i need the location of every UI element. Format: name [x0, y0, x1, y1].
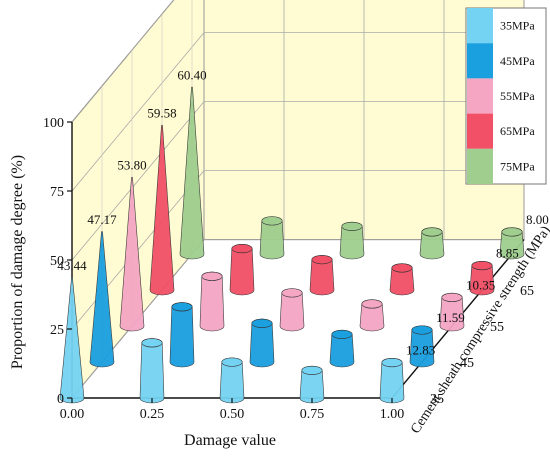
- cone: [179, 86, 205, 260]
- y-tick-label: 0: [57, 392, 64, 407]
- cone-top: [311, 255, 333, 265]
- data-label: 43.44: [57, 258, 87, 273]
- cone: [199, 271, 225, 332]
- x-tick-label: 0.50: [220, 407, 245, 422]
- cone-top: [201, 271, 223, 281]
- legend-label: 55MPa: [500, 89, 535, 103]
- cone-top: [421, 227, 443, 237]
- legend-label: 35MPa: [500, 19, 535, 33]
- legend-swatch: [467, 113, 493, 149]
- y-tick-label: 50: [50, 254, 64, 269]
- data-label: 11.59: [436, 310, 465, 325]
- cone-top: [221, 357, 243, 367]
- legend-label: 75MPa: [500, 159, 535, 173]
- back-walls: [71, 0, 525, 400]
- y-axis-title: Proportion of damage degree (%): [9, 155, 26, 369]
- cone: [149, 125, 175, 296]
- data-label: 8.00: [526, 212, 549, 227]
- grid-line-y: [71, 0, 175, 123]
- data-label: 59.58: [147, 106, 176, 121]
- series-45MPa: [89, 231, 435, 368]
- legend-swatch: [467, 78, 493, 114]
- y-tick-label: 100: [43, 116, 64, 131]
- legend-swatch: [467, 43, 493, 79]
- cone-top: [441, 292, 463, 302]
- cone-top: [331, 329, 353, 339]
- data-label: 8.85: [496, 246, 519, 261]
- cone-top: [231, 244, 253, 254]
- cone-top: [411, 325, 433, 335]
- cone-top: [361, 299, 383, 309]
- y-tick-label: 75: [50, 185, 64, 200]
- cone: [169, 302, 195, 368]
- cone-top: [381, 358, 403, 368]
- x-tick-label: 0.00: [60, 407, 85, 422]
- x-tick-label: 0.75: [300, 407, 325, 422]
- legend: 35MPa 45MPa 55MPa 65MPa 75MPa: [465, 7, 547, 185]
- cone: [119, 177, 145, 332]
- cone: [89, 231, 115, 368]
- legend-label: 45MPa: [500, 54, 535, 68]
- legend-label: 65MPa: [500, 124, 535, 138]
- cone-top: [251, 318, 273, 328]
- series-75MPa: [179, 86, 525, 260]
- x-tick-label: 1.00: [380, 407, 405, 422]
- cone-top: [301, 365, 323, 375]
- cone-top: [501, 227, 523, 237]
- cone: [59, 277, 85, 404]
- cone-top: [281, 288, 303, 298]
- data-label: 12.83: [406, 343, 435, 358]
- cone-top: [261, 216, 283, 226]
- series-55MPa: [119, 177, 465, 332]
- series-65MPa: [149, 125, 495, 296]
- cone-top: [341, 221, 363, 231]
- z-tick-label: 55: [490, 320, 504, 335]
- cone: [139, 338, 165, 404]
- cone-top: [471, 261, 493, 271]
- y-tick-label: 25: [50, 323, 64, 338]
- legend-swatch: [467, 8, 493, 44]
- z-tick-label: 45: [460, 356, 474, 371]
- x-axis-title: Damage value: [184, 432, 276, 449]
- data-label: 47.17: [87, 212, 117, 227]
- data-label: 53.80: [117, 158, 146, 173]
- x-tick-label: 0.25: [140, 407, 165, 422]
- cone-top: [171, 302, 193, 312]
- data-labels: 43.44 47.17 53.80 59.58 60.40 12.83 11.59 10.35…: [57, 67, 548, 357]
- cone-top: [141, 338, 163, 348]
- z-tick-label: 65: [520, 284, 534, 299]
- z-tick-label: 35: [430, 392, 444, 407]
- cone-series: [59, 86, 525, 404]
- series-35MPa: [59, 277, 405, 404]
- data-label: 10.35: [466, 277, 495, 292]
- legend-swatch: [467, 148, 493, 184]
- data-label: 60.40: [177, 67, 206, 82]
- cone-top: [391, 263, 413, 273]
